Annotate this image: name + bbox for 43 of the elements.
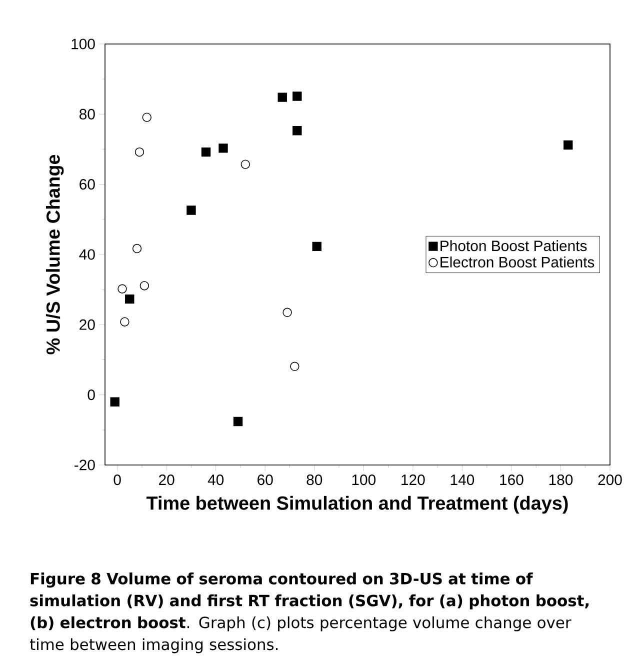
x-tick-label: 0: [114, 474, 121, 486]
text: Figure 8 Volume of seroma contoured on 3D-US at time of simulation (RV) and first RT fraction (SGV), for (a) photon boost, (b) electron boost. Graph (c) plots percentage volume change over time between imaging sessions.: [30, 572, 589, 654]
y-tick-label: 60: [80, 179, 95, 190]
y-axis-title: % U/S Volume Change: [46, 154, 64, 354]
point: [240, 160, 250, 169]
x-tick-label: 200: [598, 474, 622, 486]
point: [140, 281, 150, 290]
point: [292, 126, 302, 136]
point: [120, 317, 130, 326]
point: [233, 416, 243, 426]
y-tick-label: 80: [80, 108, 95, 120]
point: [312, 242, 322, 252]
point: [125, 294, 134, 304]
y-tick-label: 20: [80, 319, 95, 330]
x-tick-label: 100: [352, 474, 376, 486]
point: [218, 144, 228, 153]
y-tick-label: -20: [74, 460, 95, 470]
x-axis-title: Time between Simulation and Treatment (days): [146, 496, 568, 514]
legend-label: Electron Boost Patients: [440, 256, 594, 268]
point: [564, 140, 573, 150]
x-tick-label: 160: [500, 474, 524, 486]
x-tick-label: 140: [450, 474, 474, 486]
y-tick-label: 100: [72, 38, 95, 50]
point: [278, 92, 287, 102]
point: [142, 112, 152, 122]
point: [290, 362, 300, 372]
point: [134, 147, 144, 157]
point: [201, 147, 211, 157]
x-tick-label: 80: [306, 474, 322, 486]
point: [132, 244, 142, 254]
point: [186, 206, 196, 215]
legend-label: Photon Boost Patients: [440, 240, 587, 252]
y-tick-label: 40: [79, 249, 95, 260]
y-tick-label: 0: [88, 390, 95, 400]
x-tick-label: 120: [402, 474, 425, 486]
point: [110, 397, 120, 406]
point: [118, 284, 127, 294]
point: [292, 92, 302, 101]
x-tick-label: 20: [159, 474, 174, 486]
point: [282, 308, 292, 317]
x-tick-label: 40: [208, 474, 224, 486]
x-tick-label: 180: [549, 474, 573, 486]
x-tick-label: 60: [258, 474, 273, 486]
